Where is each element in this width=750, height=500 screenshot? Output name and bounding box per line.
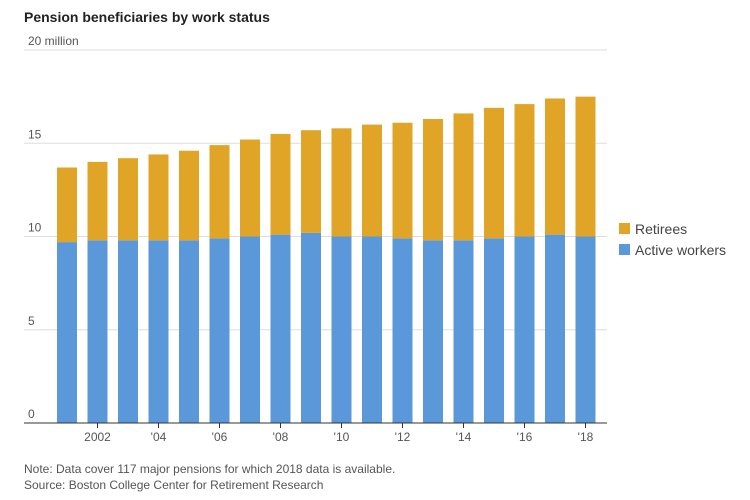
legend: Retirees Active workers [619, 218, 726, 260]
footer: Note: Data cover 117 major pensions for … [24, 461, 395, 493]
bar-active-workers-2018 [575, 236, 596, 423]
legend-item-active-workers: Active workers [619, 239, 726, 260]
x-tick-label-2006: '06 [212, 430, 228, 444]
chart-title: Pension beneficiaries by work status [24, 9, 270, 25]
y-tick-label-5: 5 [28, 314, 35, 328]
bar-retirees-2003 [118, 158, 138, 241]
legend-label-active-workers: Active workers [635, 241, 727, 258]
x-tick-label-2016: '16 [517, 430, 533, 444]
bar-retirees-2013 [423, 119, 443, 241]
bar-active-workers-2002 [87, 240, 108, 423]
bar-retirees-2012 [392, 122, 413, 239]
legend-item-retirees: Retirees [619, 218, 726, 239]
x-tick-label-2002: 2002 [84, 430, 111, 444]
bar-retirees-2007 [240, 139, 260, 237]
bar-active-workers-2011 [362, 236, 382, 423]
bar-active-workers-2017 [545, 234, 565, 423]
bar-active-workers-2001 [57, 242, 77, 423]
x-tick-label-2018: '18 [578, 430, 594, 444]
bar-retirees-2016 [514, 104, 535, 237]
bar-retirees-2002 [87, 161, 108, 241]
bar-retirees-2015 [484, 107, 504, 239]
bar-retirees-2001 [57, 167, 77, 243]
bar-active-workers-2005 [179, 240, 199, 423]
legend-label-retirees: Retirees [635, 220, 688, 237]
bar-active-workers-2003 [118, 240, 138, 423]
x-tick-label-2012: '12 [395, 430, 411, 444]
bar-active-workers-2006 [209, 238, 230, 423]
bar-retirees-2006 [209, 145, 230, 239]
legend-swatch-retirees [619, 223, 630, 234]
source-note: Source: Boston College Center for Retire… [24, 478, 324, 492]
bar-active-workers-2004 [148, 240, 169, 423]
bar-retirees-2018 [575, 96, 596, 237]
bar-active-workers-2009 [301, 232, 321, 423]
footnote: Note: Data cover 117 major pensions for … [24, 462, 396, 476]
bar-retirees-2009 [301, 130, 321, 233]
legend-swatch-active-workers [619, 244, 630, 255]
bar-active-workers-2010 [331, 236, 352, 423]
bar-active-workers-2012 [392, 238, 413, 423]
bar-retirees-2010 [331, 128, 352, 237]
bar-active-workers-2007 [240, 236, 260, 423]
y-tick-label-10: 10 [28, 221, 42, 235]
y-tick-label-20: 20 million [28, 34, 79, 48]
x-tick-label-2008: '08 [273, 430, 289, 444]
bar-active-workers-2008 [270, 234, 291, 423]
bar-active-workers-2015 [484, 238, 504, 423]
y-tick-label-0: 0 [28, 407, 35, 421]
bar-retirees-2004 [148, 154, 169, 241]
x-tick-label-2004: '04 [151, 430, 167, 444]
bar-retirees-2008 [270, 133, 291, 235]
bar-active-workers-2013 [423, 240, 443, 423]
bar-active-workers-2016 [514, 236, 535, 423]
bar-retirees-2011 [362, 124, 382, 237]
y-tick-label-15: 15 [28, 127, 42, 141]
x-tick-label-2014: '14 [456, 430, 472, 444]
bar-retirees-2017 [545, 98, 565, 235]
bar-retirees-2005 [179, 150, 199, 241]
x-tick-label-2010: '10 [334, 430, 350, 444]
bar-retirees-2014 [453, 113, 474, 241]
bar-active-workers-2014 [453, 240, 474, 423]
